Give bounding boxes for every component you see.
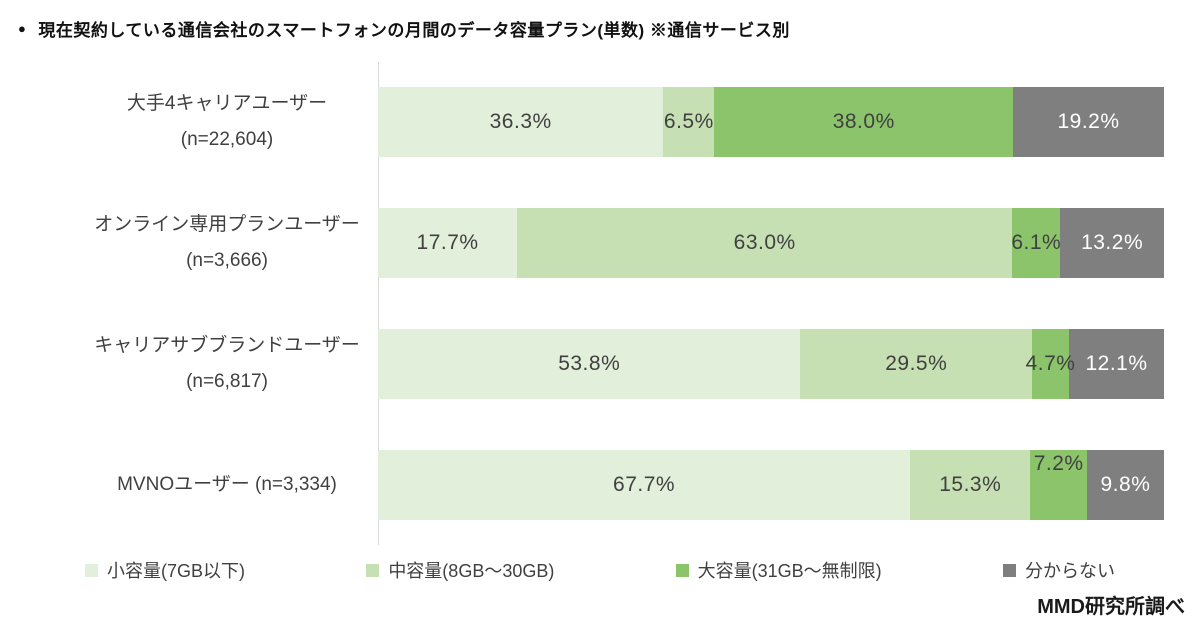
title-bullet-icon: ● [18, 21, 27, 36]
chart-row: MVNOユーザー (n=3,334) 67.7% 15.3% 7.2% 9.8% [0, 424, 1164, 545]
legend-label: 中容量(8GB〜30GB) [388, 561, 555, 581]
bar-segment: 9.8% [1086, 449, 1164, 520]
bar-segment: 29.5% [800, 328, 1033, 399]
data-label: 53.8% [558, 351, 621, 375]
bar-segment: 36.3% [378, 87, 664, 158]
bar-segment: 4.7% [1026, 328, 1075, 399]
stacked-bar: 17.7% 63.0% 6.1% 13.2% [378, 208, 1164, 279]
bar-segment: 7.2% [1030, 449, 1087, 520]
category-label: オンライン専用プランユーザー (n=3,666) [0, 207, 378, 279]
legend-label: 小容量(7GB以下) [107, 561, 246, 581]
bar-segment: 19.2% [1013, 87, 1164, 158]
category-label-line: (n=3,666) [186, 250, 268, 272]
data-label: 7.2% [1033, 451, 1084, 475]
category-label-line: オンライン専用プランユーザー [94, 214, 360, 236]
data-label: 12.1% [1085, 351, 1148, 375]
data-label: 38.0% [832, 110, 895, 134]
legend-swatch-icon [85, 563, 98, 577]
category-label-line: (n=6,817) [186, 370, 268, 392]
legend-swatch-icon [675, 563, 689, 577]
stacked-bar: 67.7% 15.3% 7.2% 9.8% [378, 449, 1164, 520]
bar-segment: 12.1% [1069, 328, 1164, 399]
data-label: 6.1% [1011, 231, 1062, 255]
bar-segment: 38.0% [714, 87, 1014, 158]
bar-segment: 15.3% [910, 449, 1031, 520]
data-label: 15.3% [939, 472, 1002, 496]
legend-item: 分からない [1002, 557, 1115, 583]
bar-segment: 13.2% [1060, 208, 1164, 279]
category-label-line: 大手4キャリアユーザー [126, 93, 328, 115]
category-label-line: MVNOユーザー (n=3,334) [117, 473, 337, 495]
bar-segment: 6.1% [1011, 208, 1062, 279]
data-label: 9.8% [1100, 472, 1151, 496]
stacked-bar: 36.3% 6.5% 38.0% 19.2% [378, 87, 1164, 158]
title-text: 現在契約している通信会社のスマートフォンの月間のデータ容量プラン(単数) ※通信… [38, 21, 790, 40]
category-label: MVNOユーザー (n=3,334) [0, 467, 378, 503]
category-label: キャリアサブブランドユーザー (n=6,817) [0, 328, 378, 400]
legend-label: 分からない [1024, 561, 1115, 581]
legend-label: 大容量(31GB〜無制限) [697, 561, 882, 581]
bar-segment: 67.7% [378, 449, 911, 520]
legend-item: 小容量(7GB以下) [85, 557, 245, 583]
chart-row: キャリアサブブランドユーザー (n=6,817) 53.8% 29.5% 4.7% 12.… [0, 304, 1164, 425]
data-label: 17.7% [416, 231, 479, 255]
data-label: 4.7% [1025, 351, 1076, 375]
plot-area: 大手4キャリアユーザー (n=22,604) 36.3% 6.5% 38.0% 19.2%… [0, 62, 1164, 545]
legend-swatch-icon [1002, 563, 1016, 577]
data-label: 13.2% [1081, 231, 1144, 255]
legend: 小容量(7GB以下) 中容量(8GB〜30GB) 大容量(31GB〜無制限) 分からな… [85, 554, 1115, 586]
chart-row: 大手4キャリアユーザー (n=22,604) 36.3% 6.5% 38.0% 19.2% [0, 62, 1164, 183]
bar-segment: 53.8% [378, 328, 801, 399]
chart-row: オンライン専用プランユーザー (n=3,666) 17.7% 63.0% 6.1% 13.… [0, 183, 1164, 304]
chart-title: ● 現在契約している通信会社のスマートフォンの月間のデータ容量プラン(単数) ※… [18, 16, 790, 41]
legend-item: 中容量(8GB〜30GB) [366, 557, 554, 583]
category-label: 大手4キャリアユーザー (n=22,604) [0, 86, 378, 158]
source-credit: MMD研究所調べ [1037, 596, 1185, 618]
category-label-line: キャリアサブブランドユーザー [94, 334, 360, 356]
data-label: 19.2% [1057, 110, 1120, 134]
legend-item: 大容量(31GB〜無制限) [675, 557, 882, 583]
data-label: 6.5% [663, 110, 714, 134]
data-label: 36.3% [489, 110, 552, 134]
data-label: 63.0% [733, 231, 796, 255]
y-axis-line [378, 62, 379, 545]
bar-segment: 17.7% [378, 208, 518, 279]
data-label: 29.5% [885, 351, 948, 375]
stacked-bar: 53.8% 29.5% 4.7% 12.1% [378, 328, 1164, 399]
bar-segment: 6.5% [663, 87, 715, 158]
category-label-line: (n=22,604) [180, 129, 274, 151]
legend-swatch-icon [366, 563, 380, 577]
data-label: 67.7% [613, 472, 676, 496]
bar-segment: 63.0% [517, 208, 1013, 279]
